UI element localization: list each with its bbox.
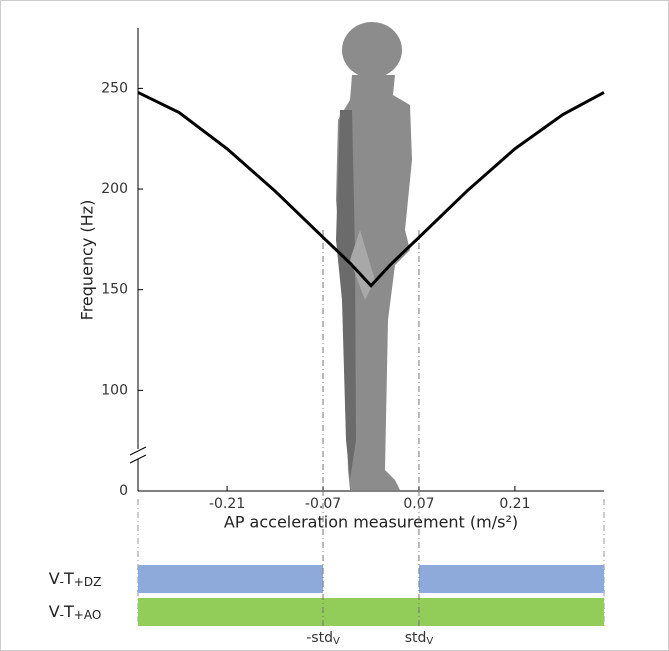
y-tick-label: 150	[101, 282, 128, 298]
data-line	[137, 91, 605, 288]
row-label-part: +AO	[74, 608, 102, 622]
row-label-part: V	[49, 602, 60, 621]
std-label-part: V	[426, 636, 433, 647]
row-label-part: -	[60, 575, 64, 589]
std-label-part: std	[405, 630, 427, 646]
std-label: stdV	[405, 630, 434, 647]
y-tick-label: 0	[119, 483, 128, 499]
row-label: V-T+DZ	[49, 569, 102, 590]
y-axis-label: Frequency (Hz)	[78, 200, 97, 321]
y-tick-label: 250	[101, 80, 128, 96]
row-label-part: -	[60, 608, 64, 622]
row-label: V-T+AO	[49, 602, 102, 623]
x-tick-label: 0.21	[499, 496, 530, 512]
row-bar	[138, 598, 604, 626]
row-label-part: V	[49, 569, 60, 588]
axis-break	[129, 454, 147, 464]
axis-break	[129, 446, 147, 456]
x-tick-label: -0.21	[209, 496, 245, 512]
row-label-part: T	[63, 602, 74, 621]
std-label-part: -std	[306, 630, 333, 646]
y-tick-label: 100	[101, 382, 128, 398]
std-label-part: V	[333, 636, 340, 647]
row-bar	[138, 565, 324, 593]
std-label: -stdV	[306, 630, 340, 647]
row-bar	[418, 565, 604, 593]
row-label-part: T	[63, 569, 74, 588]
y-tick-label: 200	[101, 181, 128, 197]
x-axis-label: AP acceleration measurement (m/s²)	[224, 513, 518, 532]
row-label-part: +DZ	[74, 575, 102, 589]
